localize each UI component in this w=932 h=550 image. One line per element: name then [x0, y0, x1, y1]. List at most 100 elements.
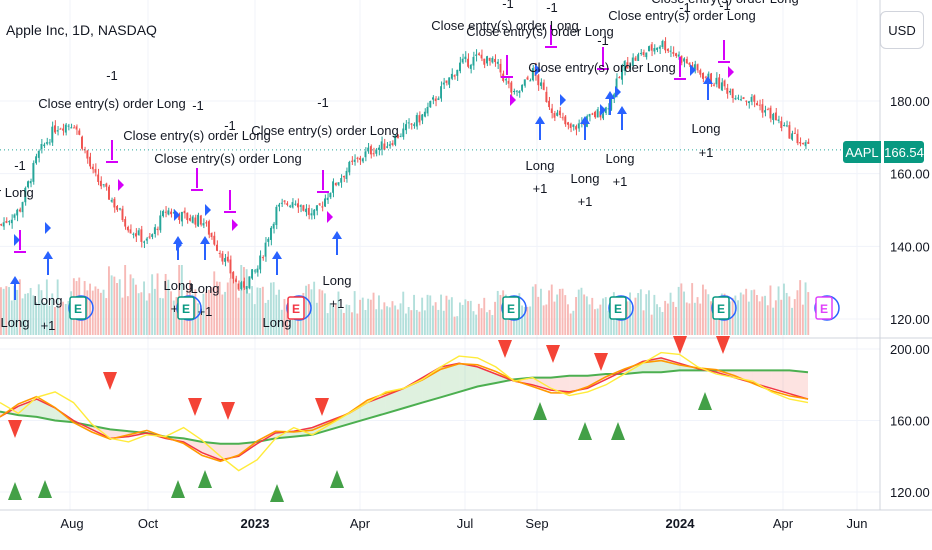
candle-body: [450, 73, 453, 79]
close-order-label: Close entry(s) order Long: [466, 24, 613, 39]
candle-body: [675, 53, 677, 56]
volume-bar: [561, 288, 564, 335]
volume-bar: [108, 266, 110, 335]
exit-flag-icon: [510, 94, 516, 106]
candle-body: [453, 75, 456, 77]
candle-body: [237, 283, 240, 290]
volume-bar: [13, 285, 16, 335]
volume-bar: [116, 283, 118, 335]
candle-body: [764, 110, 766, 113]
volume-bar: [696, 297, 699, 335]
volume-bar: [467, 301, 469, 335]
candle-body: [240, 282, 243, 289]
volume-bar: [345, 304, 348, 335]
minus-one-label: -1: [719, 0, 731, 13]
candle-body: [315, 205, 318, 211]
volume-bar: [27, 293, 29, 335]
volume-bar: [159, 297, 162, 335]
candle-body: [361, 158, 364, 162]
candle-body: [529, 80, 532, 82]
candle-body: [548, 100, 550, 108]
long-label: Long: [526, 158, 555, 173]
candle-body: [375, 149, 378, 154]
candle-body: [275, 206, 278, 226]
minus-one-label: -1: [597, 33, 609, 48]
candle-body: [378, 147, 380, 150]
volume-bar: [40, 290, 43, 335]
volume-bar: [59, 304, 62, 335]
candle-body: [0, 224, 2, 226]
plus-one-label: +1: [578, 194, 593, 209]
volume-bar: [569, 313, 572, 335]
candle-body: [731, 88, 734, 99]
candle-body: [726, 87, 729, 94]
candle-body: [369, 146, 372, 155]
volume-bar: [766, 305, 769, 335]
volume-bar: [585, 296, 588, 335]
candle-body: [24, 187, 27, 203]
candle-body: [67, 125, 70, 127]
volume-bar: [367, 298, 370, 335]
volume-bar: [793, 299, 796, 335]
volume-bar: [656, 304, 658, 335]
volume-bar: [43, 302, 46, 335]
candle-body: [351, 160, 353, 162]
volume-bar: [575, 297, 577, 335]
volume-bar: [429, 295, 432, 335]
volume-bar: [756, 295, 758, 335]
candle-body: [747, 101, 750, 104]
candle-body: [591, 113, 594, 115]
volume-bar: [172, 300, 175, 335]
candle-body: [288, 205, 291, 207]
minus-one-label: -1: [106, 68, 118, 83]
candle-body: [421, 114, 424, 121]
volume-bar: [251, 286, 253, 335]
volume-bar: [699, 303, 702, 335]
candle-body: [267, 238, 270, 242]
price-axis-label: 140.00: [890, 239, 930, 254]
currency-button[interactable]: USD: [880, 11, 924, 49]
candle-body: [791, 133, 793, 140]
volume-bar: [391, 301, 394, 335]
signal-down-triangle: [673, 336, 687, 354]
long-entry-arrowhead: [10, 276, 20, 284]
close-order-label: Close entry(s) order Long: [431, 18, 578, 33]
volume-bar: [313, 281, 316, 335]
volume-bar: [596, 308, 599, 335]
earnings-letter: E: [507, 302, 515, 316]
volume-bar: [224, 291, 226, 335]
candle-body: [329, 193, 332, 198]
volume-bar: [35, 302, 37, 335]
candle-body: [302, 205, 305, 211]
volume-bar: [199, 305, 202, 335]
candle-body: [399, 135, 402, 137]
candle-body: [418, 115, 421, 123]
candle-body: [550, 108, 553, 113]
candle-body: [388, 144, 391, 146]
osc-axis-label: 160.00: [890, 414, 930, 429]
volume-bar: [37, 284, 40, 335]
volume-bar: [653, 294, 656, 335]
plus-one-label: +1: [699, 145, 714, 160]
candle-body: [742, 97, 745, 99]
candle-body: [97, 174, 100, 182]
candle-body: [723, 80, 726, 87]
volume-bar: [764, 295, 766, 335]
volume-bar: [415, 310, 418, 335]
candle-body: [642, 52, 645, 55]
long-label: Long: [191, 281, 220, 296]
volume-bar: [604, 297, 607, 335]
earnings-ring: [286, 295, 312, 321]
close-order-label: Close entry(s) order Long: [123, 128, 270, 143]
candle-body: [461, 58, 464, 63]
candle-body: [16, 209, 19, 216]
volume-bar: [202, 293, 205, 335]
volume-bar: [599, 304, 602, 335]
candle-body: [342, 175, 345, 178]
volume-bar: [550, 284, 553, 335]
volume-bar: [459, 302, 461, 335]
entry-flag-icon: [690, 64, 696, 76]
axes: 180.00 160.00 140.00 120.00 200.00 160.00 120.…: [60, 94, 929, 531]
volume-bar: [270, 282, 272, 335]
volume-bar: [340, 309, 343, 335]
